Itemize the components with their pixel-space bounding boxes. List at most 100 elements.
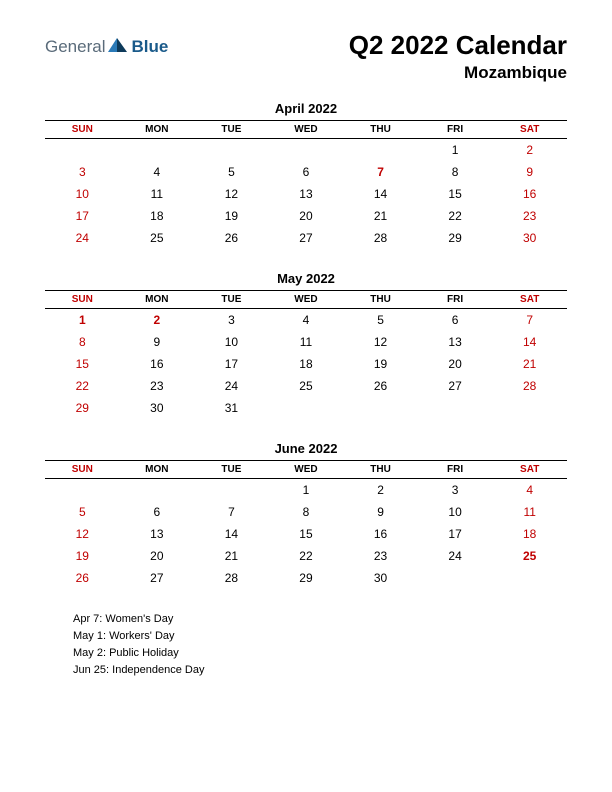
day-cell: 24 [194,375,269,397]
day-cell: 2 [492,139,567,162]
day-cell [120,479,195,502]
table-row: 12131415161718 [45,523,567,545]
day-cell: 21 [492,353,567,375]
logo-text-blue: Blue [131,37,168,57]
day-cell: 16 [492,183,567,205]
day-cell: 15 [45,353,120,375]
month-title: June 2022 [45,441,567,456]
day-cell: 28 [492,375,567,397]
day-cell: 31 [194,397,269,419]
day-cell: 7 [492,309,567,332]
page: General Blue Q2 2022 Calendar Mozambique… [0,0,612,699]
day-cell: 11 [492,501,567,523]
day-header: TUE [194,121,269,139]
day-cell: 30 [120,397,195,419]
day-cell: 26 [45,567,120,589]
day-cell: 18 [120,205,195,227]
day-cell: 28 [194,567,269,589]
day-cell: 13 [120,523,195,545]
table-row: 24252627282930 [45,227,567,249]
day-cell: 12 [194,183,269,205]
day-cell: 8 [45,331,120,353]
day-header: THU [343,121,418,139]
day-header: THU [343,461,418,479]
day-cell: 4 [269,309,344,332]
day-cell: 23 [343,545,418,567]
logo: General Blue [45,36,168,57]
day-cell [492,567,567,589]
day-cell: 16 [120,353,195,375]
day-header: SAT [492,121,567,139]
day-cell: 27 [418,375,493,397]
day-cell: 26 [343,375,418,397]
day-cell [194,479,269,502]
day-header: FRI [418,461,493,479]
day-cell: 2 [343,479,418,502]
header: General Blue Q2 2022 Calendar Mozambique [45,30,567,83]
day-cell: 25 [120,227,195,249]
day-cell [418,567,493,589]
calendar-table: SUNMONTUEWEDTHUFRISAT1234567891011121314… [45,290,567,419]
day-cell: 18 [492,523,567,545]
logo-text-general: General [45,37,105,57]
calendar-table: SUNMONTUEWEDTHUFRISAT1234567891011121314… [45,120,567,249]
day-cell: 12 [343,331,418,353]
day-cell: 29 [45,397,120,419]
day-cell: 7 [194,501,269,523]
table-row: 12 [45,139,567,162]
day-cell: 21 [194,545,269,567]
page-title: Q2 2022 Calendar [349,30,567,61]
day-cell: 16 [343,523,418,545]
day-cell: 9 [343,501,418,523]
day-cell: 5 [343,309,418,332]
day-cell: 24 [45,227,120,249]
day-cell: 27 [120,567,195,589]
day-header: SAT [492,461,567,479]
day-cell: 6 [418,309,493,332]
day-cell: 14 [343,183,418,205]
day-cell [45,139,120,162]
day-header: SAT [492,291,567,309]
day-cell: 14 [194,523,269,545]
day-header: WED [269,461,344,479]
day-cell: 28 [343,227,418,249]
day-header: FRI [418,121,493,139]
table-row: 19202122232425 [45,545,567,567]
day-cell [492,397,567,419]
day-cell: 17 [45,205,120,227]
day-cell: 24 [418,545,493,567]
day-cell: 23 [120,375,195,397]
table-row: 2627282930 [45,567,567,589]
day-cell: 19 [343,353,418,375]
holiday-item: May 2: Public Holiday [73,645,567,662]
day-cell: 1 [45,309,120,332]
months-container: April 2022SUNMONTUEWEDTHUFRISAT123456789… [45,101,567,589]
day-header: SUN [45,291,120,309]
day-cell: 5 [194,161,269,183]
day-cell: 23 [492,205,567,227]
day-cell: 29 [269,567,344,589]
month-title: May 2022 [45,271,567,286]
day-header: MON [120,461,195,479]
holiday-item: Apr 7: Women's Day [73,611,567,628]
day-header: THU [343,291,418,309]
day-cell: 22 [45,375,120,397]
day-cell [269,397,344,419]
day-header: FRI [418,291,493,309]
title-block: Q2 2022 Calendar Mozambique [349,30,567,83]
day-header: SUN [45,121,120,139]
day-cell: 4 [492,479,567,502]
day-cell: 18 [269,353,344,375]
day-cell: 19 [194,205,269,227]
day-cell: 30 [492,227,567,249]
day-cell: 15 [418,183,493,205]
table-row: 1234 [45,479,567,502]
day-cell: 10 [194,331,269,353]
day-cell: 13 [418,331,493,353]
day-cell: 30 [343,567,418,589]
day-cell: 9 [120,331,195,353]
day-cell [269,139,344,162]
day-header: WED [269,291,344,309]
table-row: 22232425262728 [45,375,567,397]
day-cell [418,397,493,419]
